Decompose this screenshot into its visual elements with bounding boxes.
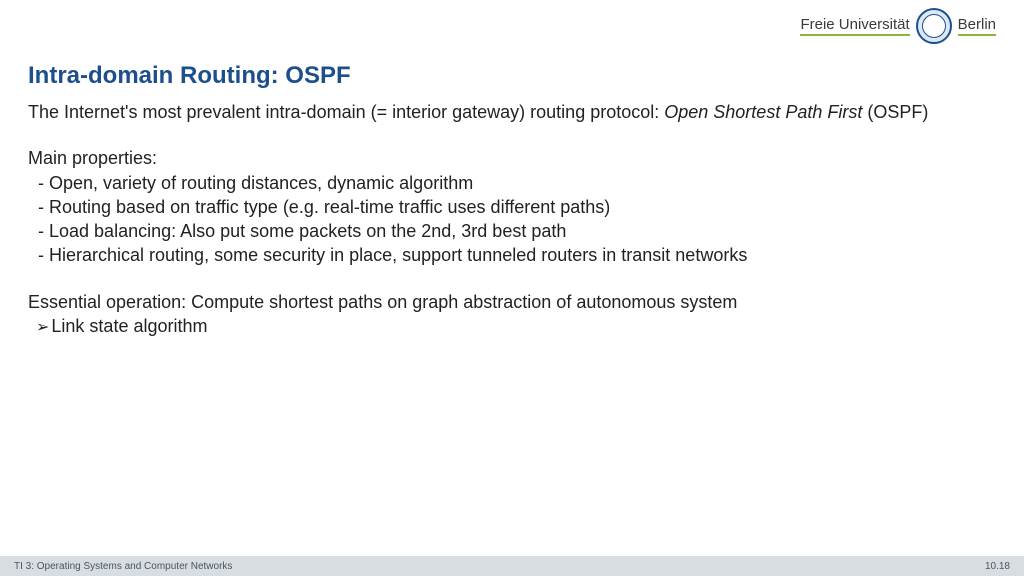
properties-list: Open, variety of routing distances, dyna… [28, 171, 996, 268]
slide: Freie Universität Berlin Intra-domain Ro… [0, 0, 1024, 576]
footer-left: TI 3: Operating Systems and Computer Net… [14, 561, 232, 572]
slide-body: The Internet's most prevalent intra-doma… [28, 100, 996, 339]
footer-right: 10.18 [985, 561, 1010, 572]
arrow-item-text: Link state algorithm [51, 316, 207, 336]
intro-italic: Open Shortest Path First [664, 102, 862, 122]
main-properties-label: Main properties: [28, 146, 996, 170]
university-logo: Freie Universität Berlin [800, 8, 996, 44]
operation-label: Essential operation: Compute shortest pa… [28, 290, 996, 314]
seal-icon [916, 8, 952, 44]
intro-paragraph: The Internet's most prevalent intra-doma… [28, 100, 996, 124]
list-item: Hierarchical routing, some security in p… [38, 243, 996, 267]
list-item: Routing based on traffic type (e.g. real… [38, 195, 996, 219]
slide-footer: TI 3: Operating Systems and Computer Net… [0, 556, 1024, 576]
arrow-item: Link state algorithm [28, 314, 996, 339]
intro-post: (OSPF) [862, 102, 928, 122]
logo-text-left: Freie Universität [800, 16, 909, 36]
list-item: Load balancing: Also put some packets on… [38, 219, 996, 243]
slide-title: Intra-domain Routing: OSPF [28, 62, 351, 90]
intro-pre: The Internet's most prevalent intra-doma… [28, 102, 664, 122]
logo-text-right: Berlin [958, 16, 996, 36]
list-item: Open, variety of routing distances, dyna… [38, 171, 996, 195]
